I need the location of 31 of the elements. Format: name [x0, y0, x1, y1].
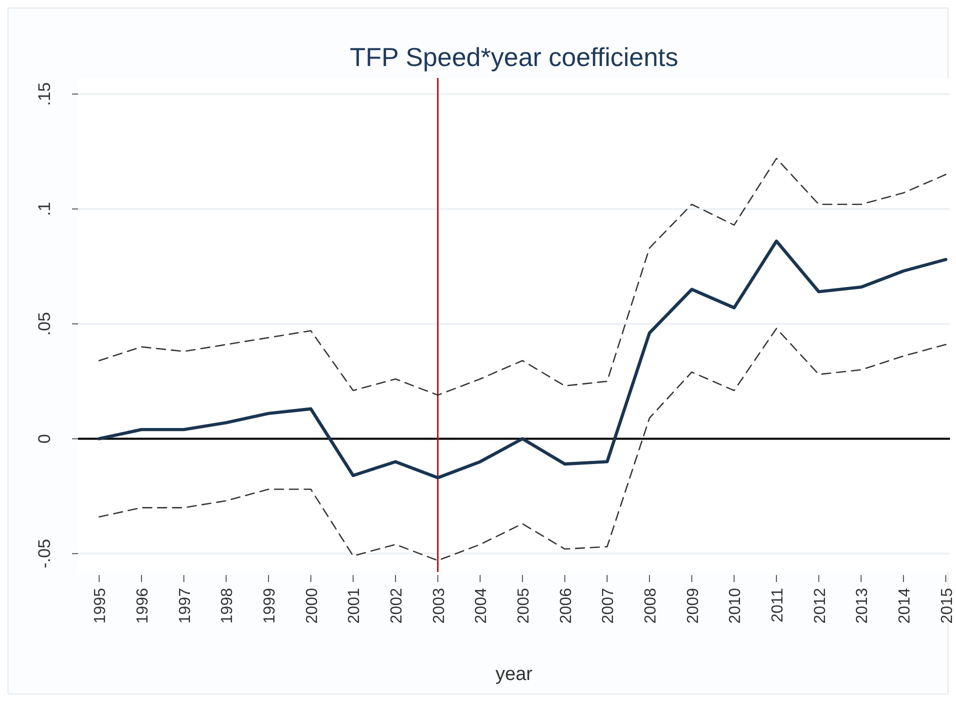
x-tick-label: 2007 — [600, 588, 618, 624]
y-tick-label: 0 — [35, 434, 54, 444]
line-series — [98, 158, 946, 396]
x-tick-label: 2009 — [684, 588, 702, 624]
x-tick-label: 2010 — [727, 588, 744, 624]
x-tick-label: 2001 — [346, 588, 364, 624]
chart-title: TFP Speed*year coefficients — [350, 42, 678, 72]
y-tick-label: .05 — [35, 312, 54, 336]
x-tick-label: 2008 — [642, 588, 660, 624]
x-axis-title: year — [496, 664, 534, 685]
x-tick-label: 2012 — [812, 588, 829, 624]
x-tick-label: 2011 — [769, 588, 786, 622]
x-tick-label: 1998 — [219, 588, 236, 624]
x-tick-label: 1996 — [134, 588, 152, 624]
x-tick-label: 2006 — [558, 588, 575, 624]
x-tick-label: 2013 — [854, 588, 872, 624]
x-tick-label: 1995 — [92, 588, 110, 624]
y-tick-label: .15 — [35, 82, 54, 106]
x-tick-label: 2004 — [473, 588, 490, 624]
x-tick-label: 1999 — [261, 588, 278, 624]
y-tick-label: -.05 — [35, 538, 54, 568]
x-tick-label: 2000 — [304, 588, 321, 624]
x-tick-label: 1997 — [176, 588, 194, 624]
x-tick-label: 2005 — [515, 588, 532, 624]
y-tick-label: .1 — [35, 202, 54, 216]
x-tick-label: 2015 — [938, 588, 956, 624]
line-series — [98, 328, 946, 562]
line-series — [98, 240, 948, 480]
x-tick-label: 2003 — [430, 588, 448, 624]
x-tick-label: 2014 — [896, 588, 914, 624]
x-tick-label: 2002 — [388, 588, 406, 624]
